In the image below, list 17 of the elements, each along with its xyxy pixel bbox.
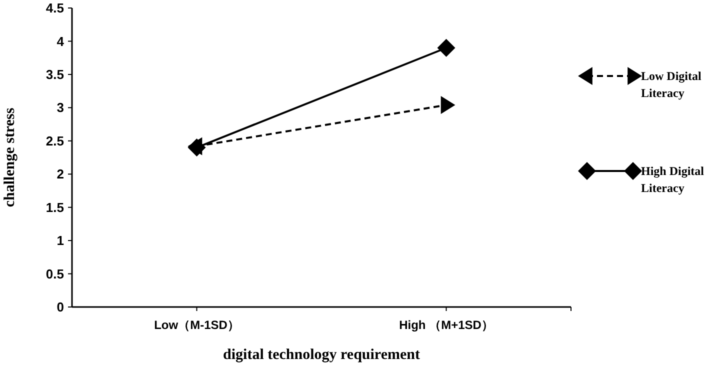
x-tick-label: Low（M-1SD） [154,318,240,332]
y-tick-label: 4.5 [46,0,64,16]
legend-label: High Digital Literacy [641,164,705,195]
y-tick-label: 0.5 [46,266,64,282]
y-tick-label: 3 [56,100,64,116]
x-tick-label: High （M+1SD） [399,318,494,332]
y-tick-label: 4 [56,34,65,49]
point [437,38,456,57]
legend-label: Low Digital Literacy [641,69,702,100]
x-axis-title: digital technology requirement [223,347,420,363]
y-tick-label: 2.5 [46,133,64,148]
y-tick-label: 1 [56,233,64,248]
y-tick-label: 3.5 [46,66,64,82]
y-tick-label: 1.5 [46,200,64,215]
y-tick-label: 2 [56,166,64,182]
y-tick-label: 0 [56,300,64,315]
y-axis-title: challenge stress [2,108,18,208]
